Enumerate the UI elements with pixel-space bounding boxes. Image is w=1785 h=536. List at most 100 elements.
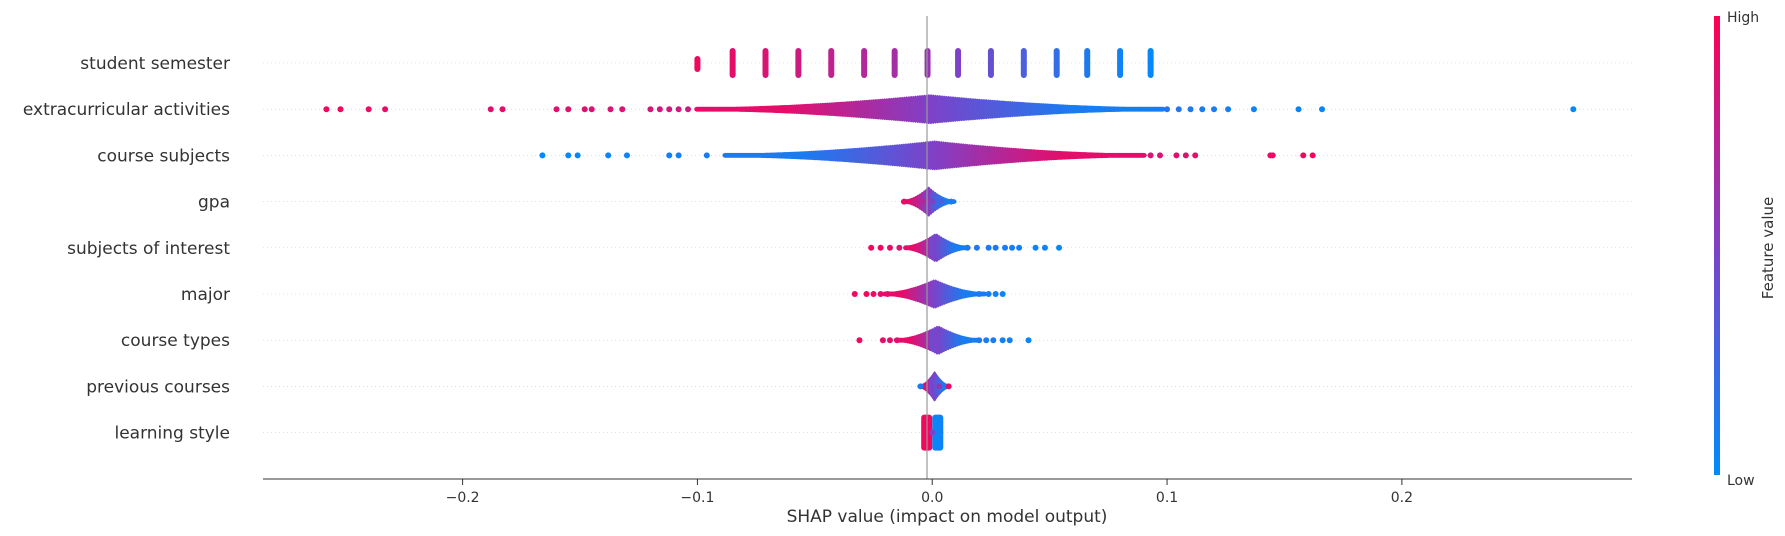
data-point [676,152,682,158]
data-point [582,106,588,112]
data-point [929,430,935,436]
data-point [1300,152,1306,158]
data-point [910,199,916,205]
x-axis-label: SHAP value (impact on model output) [787,507,1108,527]
data-point [323,106,329,112]
data-point [1188,106,1194,112]
data-point [1002,245,1008,251]
data-point [1148,152,1154,158]
data-point [666,152,672,158]
data-point [988,48,994,78]
data-point [936,383,942,389]
feature-label: previous courses [86,377,230,397]
data-point [868,245,874,251]
data-point [1270,152,1276,158]
colorbar [1714,16,1720,475]
data-point [863,291,869,297]
data-point [1016,245,1022,251]
data-point [1176,106,1182,112]
data-point [1009,245,1015,251]
data-point [624,152,630,158]
data-point [676,106,682,112]
data-point [983,337,989,343]
data-point [976,337,982,343]
data-point [974,245,980,251]
data-point [1042,245,1048,251]
data-point [1021,48,1027,78]
data-point [685,106,691,112]
data-point [1310,152,1316,158]
x-tick-label: 0.0 [921,490,943,506]
data-point [1033,245,1039,251]
feature-label: gpa [198,193,230,213]
data-point [366,106,372,112]
data-point [887,245,893,251]
data-point [337,106,343,112]
feature-label: major [181,285,230,305]
feature-label: student semester [80,54,230,74]
colorbar-low-label: Low [1727,473,1755,489]
data-point [852,291,858,297]
x-tick-label: 0.1 [1156,490,1178,506]
data-point [861,48,867,78]
data-point [619,106,625,112]
data-point [1084,48,1090,78]
data-point [1199,106,1205,112]
data-point [993,245,999,251]
data-point [694,56,700,72]
data-point [589,106,595,112]
data-point [1140,153,1146,158]
data-point [1007,337,1013,343]
data-point [896,245,902,251]
data-point [704,152,710,158]
feature-label: course types [121,331,230,351]
data-point [887,337,893,343]
data-point [1056,245,1062,251]
data-point [1054,48,1060,78]
data-point [730,48,736,78]
data-point [500,106,506,112]
data-point [892,48,898,78]
data-point [986,245,992,251]
data-point [1117,48,1123,78]
data-point [993,291,999,297]
data-point [488,106,494,112]
data-point [1183,152,1189,158]
data-point [929,199,935,205]
data-point [946,383,952,389]
colorbar-label: Feature value [1759,197,1777,299]
data-point [1000,291,1006,297]
data-point [986,291,992,297]
data-point [539,152,545,158]
data-point [917,383,923,389]
data-point [878,245,884,251]
data-point [1225,106,1231,112]
data-point [939,199,945,205]
points-layer [323,48,1576,451]
data-point [901,199,907,205]
data-point [894,337,900,343]
data-point [1148,48,1154,78]
x-tick-label: −0.2 [446,490,480,506]
data-point [1000,337,1006,343]
x-axis-ticks: −0.2 −0.1 0.0 0.1 0.2 [446,479,1413,506]
data-point [565,152,571,158]
data-point [575,152,581,158]
x-tick-label: 0.2 [1391,490,1413,506]
data-point [976,291,982,297]
data-point [878,291,884,297]
data-point [1173,152,1179,158]
feature-label: subjects of interest [67,239,230,259]
data-point [936,430,942,436]
data-point [885,291,891,297]
data-point [565,106,571,112]
data-point [657,106,663,112]
data-point [964,245,970,251]
data-point [1319,106,1325,112]
data-point [828,48,834,78]
data-point [1192,152,1198,158]
data-point [1211,106,1217,112]
data-point [856,337,862,343]
data-point [605,152,611,158]
